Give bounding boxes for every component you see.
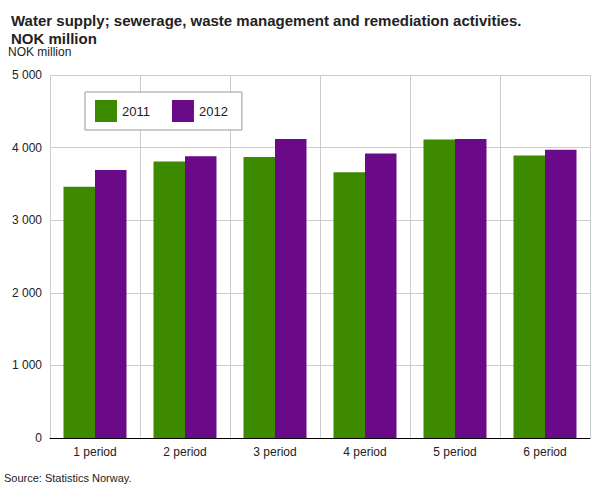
svg-text:4 period: 4 period bbox=[343, 445, 386, 459]
svg-text:Source: Statistics Norway.: Source: Statistics Norway. bbox=[4, 472, 132, 484]
svg-text:4 000: 4 000 bbox=[12, 141, 42, 155]
svg-text:2012: 2012 bbox=[199, 104, 228, 119]
svg-text:0: 0 bbox=[35, 431, 42, 445]
svg-text:5 000: 5 000 bbox=[12, 68, 42, 82]
svg-text:2 period: 2 period bbox=[163, 445, 206, 459]
svg-text:2 000: 2 000 bbox=[12, 286, 42, 300]
svg-text:NOK million: NOK million bbox=[11, 30, 97, 47]
svg-text:2011: 2011 bbox=[122, 104, 150, 119]
svg-text:5 period: 5 period bbox=[433, 445, 476, 459]
svg-text:1 000: 1 000 bbox=[12, 358, 42, 372]
svg-text:6 period: 6 period bbox=[523, 445, 566, 459]
svg-text:3 period: 3 period bbox=[253, 445, 296, 459]
svg-text:NOK million: NOK million bbox=[8, 45, 71, 59]
svg-text:1 period: 1 period bbox=[73, 445, 116, 459]
svg-text:Water supply; sewerage, waste: Water supply; sewerage, waste management… bbox=[11, 12, 521, 29]
svg-text:3 000: 3 000 bbox=[12, 213, 42, 227]
